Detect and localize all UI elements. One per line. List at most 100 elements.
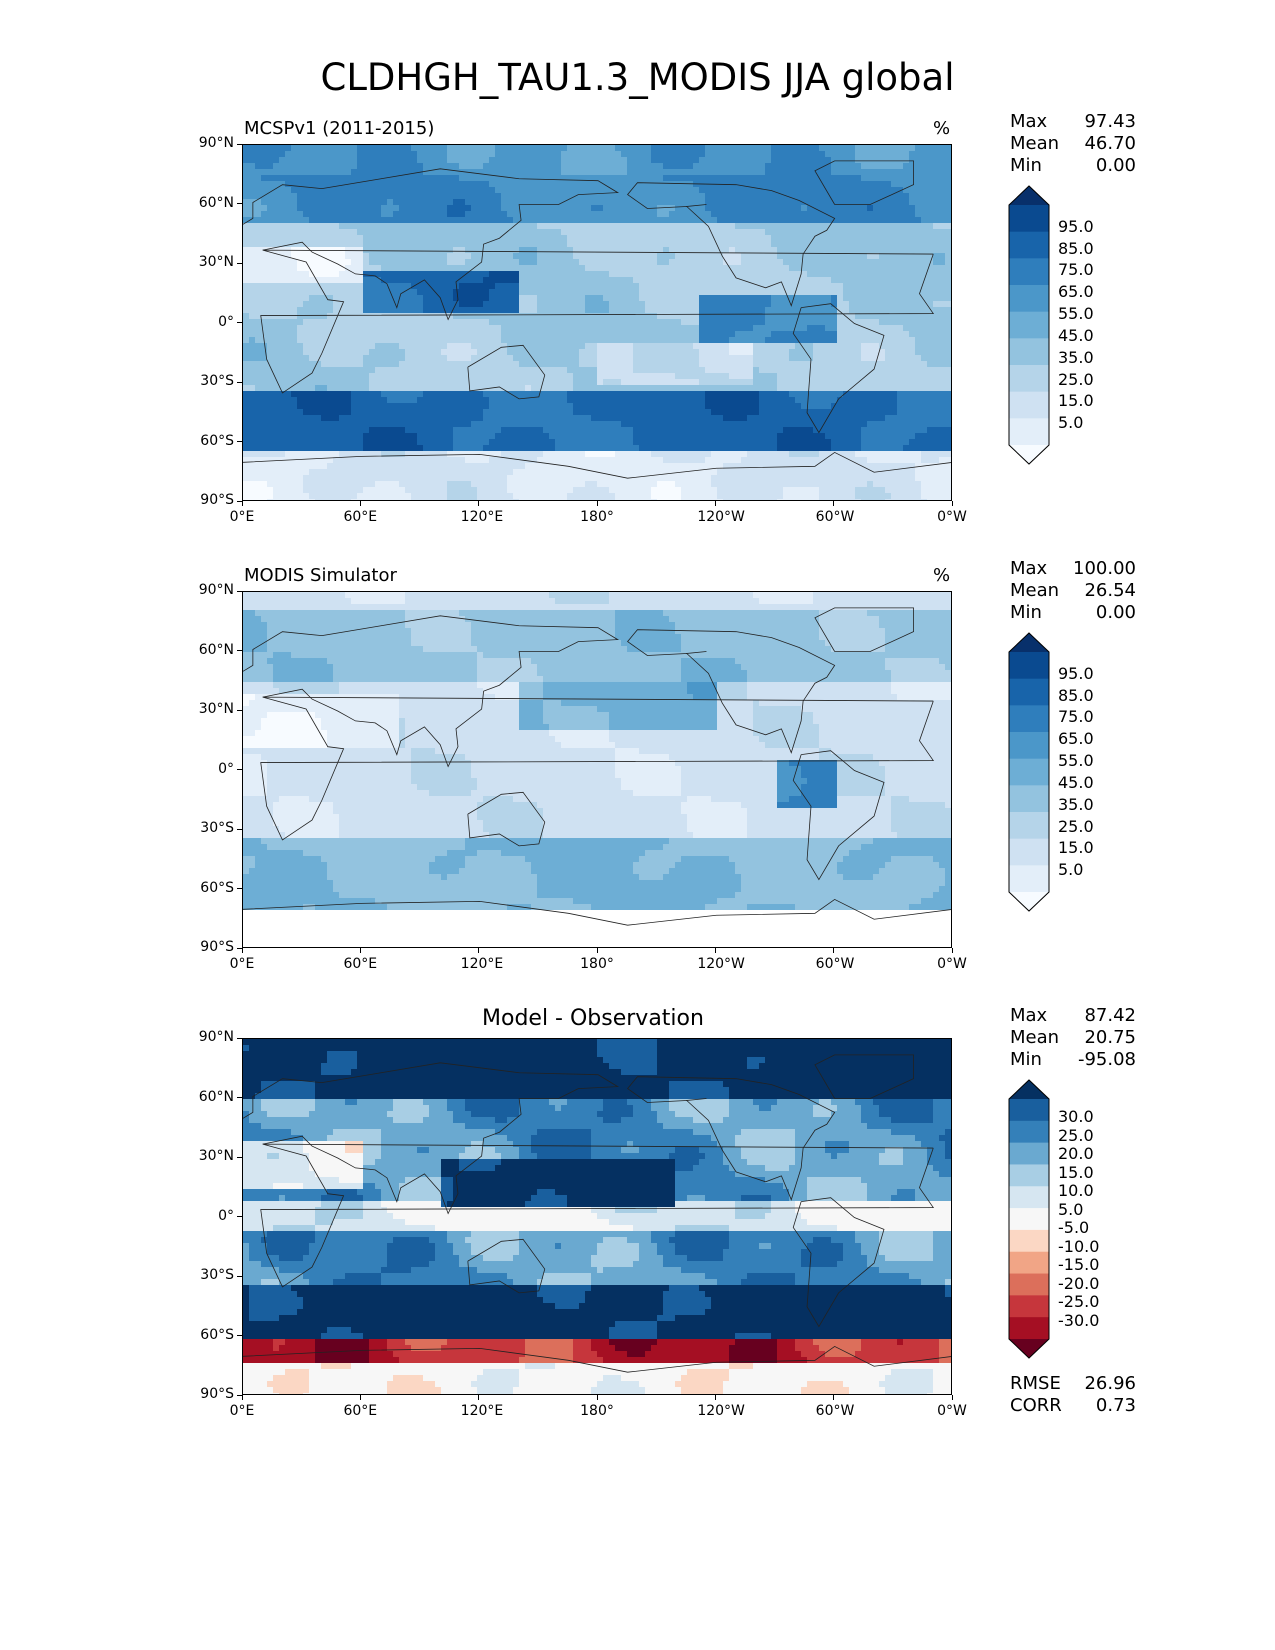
map-cell [933, 277, 940, 284]
map-cell [915, 301, 922, 308]
map-cell [579, 247, 586, 254]
map-cell [909, 325, 916, 332]
map-cell [855, 169, 862, 176]
map-cell [909, 301, 916, 308]
map-cell [447, 373, 454, 380]
map-cell [387, 235, 394, 242]
map-cell [249, 175, 256, 182]
map-cell [453, 319, 460, 326]
map-cell [867, 229, 874, 236]
map-cell [633, 277, 640, 284]
map-cell [945, 367, 951, 374]
map-cell [345, 349, 352, 356]
map-cell [531, 379, 538, 386]
map-cell [681, 367, 688, 374]
map-cell [813, 277, 820, 284]
map-cell [399, 235, 406, 242]
map-cell [531, 241, 538, 248]
map-cell [789, 355, 796, 362]
map-cell [687, 163, 694, 170]
map-cell [483, 163, 490, 170]
map-cell [681, 337, 688, 344]
map-cell [723, 229, 730, 236]
map-cell [297, 277, 304, 284]
map-cell [567, 343, 574, 350]
map-cell [369, 355, 376, 362]
map-cell [879, 163, 886, 170]
map-cell [633, 361, 640, 368]
map-cell [801, 199, 808, 206]
map-cell [255, 247, 262, 254]
map-cell [621, 199, 628, 206]
map-cell [645, 307, 652, 314]
map-cell [513, 223, 520, 230]
map-cell [579, 235, 586, 242]
map-cell [243, 235, 250, 242]
map-cell [813, 205, 820, 212]
map-cell [939, 169, 946, 176]
map-cell [537, 391, 544, 398]
map-cell [777, 169, 784, 176]
map-cell [819, 319, 826, 326]
map-cell [279, 379, 286, 386]
map-cell [321, 391, 328, 398]
map-cell [549, 301, 556, 308]
map-cell [537, 223, 544, 230]
map-cell [621, 385, 628, 392]
map-cell [327, 187, 334, 194]
map-cell [573, 289, 580, 296]
map-cell [549, 265, 556, 272]
map-cell [621, 289, 628, 296]
map-cell [687, 349, 694, 356]
map-cell [867, 319, 874, 326]
map-cell [519, 337, 526, 344]
map-cell [405, 163, 412, 170]
map-cell [429, 145, 436, 152]
map-cell [675, 283, 682, 290]
map-cell [597, 223, 604, 230]
map-cell [723, 319, 730, 326]
map-cell [855, 259, 862, 266]
map-cell [453, 361, 460, 368]
map-cell [741, 175, 748, 182]
map-cell [279, 385, 286, 392]
map-cell [399, 151, 406, 158]
map-cell [357, 181, 364, 188]
map-cell [699, 367, 706, 374]
map-cell [951, 157, 952, 164]
map-cell [363, 151, 370, 158]
map-cell [801, 367, 808, 374]
map-cell [537, 277, 544, 284]
map-cell [555, 223, 562, 230]
map-cell [321, 355, 328, 362]
map-cell [363, 271, 370, 278]
map-cell [879, 271, 886, 278]
map-cell [885, 199, 892, 206]
map-cell [381, 391, 388, 398]
map-cell [753, 343, 760, 350]
map-cell [363, 367, 370, 374]
map-cell [465, 331, 472, 338]
map-cell [243, 391, 250, 398]
map-cell [375, 265, 382, 272]
map-cell [441, 271, 448, 278]
map-cell [411, 319, 418, 326]
map-cell [381, 295, 388, 302]
map-cell [309, 253, 316, 260]
map-cell [651, 247, 658, 254]
map-cell [879, 343, 886, 350]
map-cell [873, 211, 880, 218]
map-cell [657, 205, 664, 212]
map-cell [549, 373, 556, 380]
map-cell [333, 361, 340, 368]
map-cell [405, 205, 412, 212]
map-cell [441, 361, 448, 368]
map-cell [717, 223, 724, 230]
map-cell [699, 385, 706, 392]
map-cell [567, 223, 574, 230]
map-cell [453, 337, 460, 344]
map-cell [429, 265, 436, 272]
map-cell [357, 343, 364, 350]
map-cell [885, 247, 892, 254]
map-cell [615, 301, 622, 308]
